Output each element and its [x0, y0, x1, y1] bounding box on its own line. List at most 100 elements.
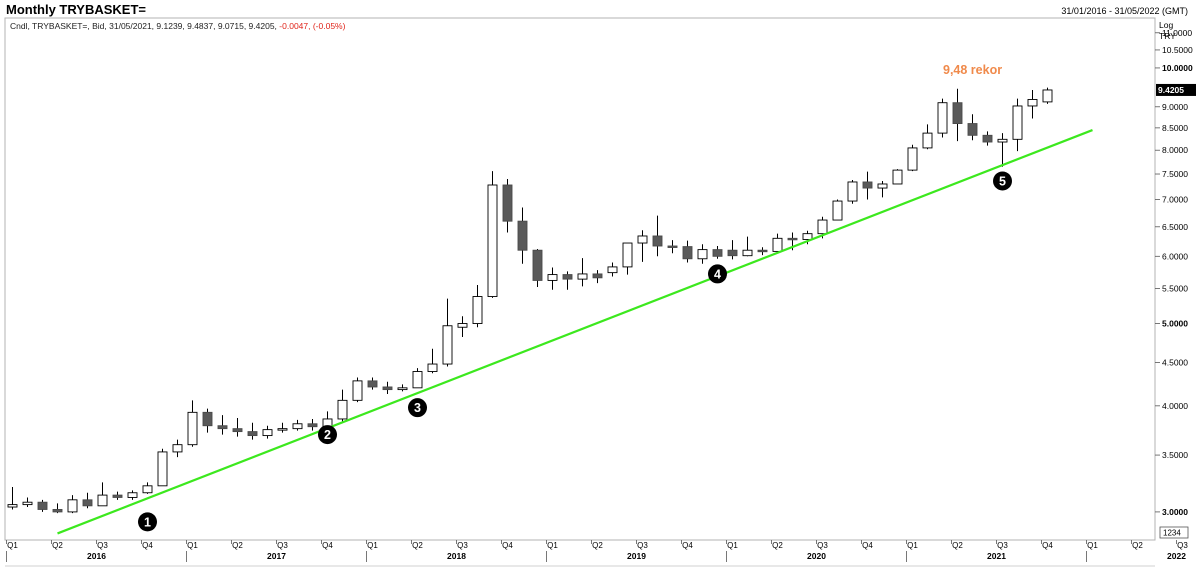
marker-circle	[408, 398, 427, 418]
last-price-tag: 9.4205	[1156, 83, 1196, 96]
record-annotation: 9,48 rekor	[943, 63, 1002, 77]
candle	[412, 368, 423, 389]
candle-body-down	[682, 246, 693, 260]
candle-body-up	[187, 411, 198, 446]
candle	[667, 240, 678, 254]
quarter-label: Q2	[952, 541, 963, 550]
candle	[427, 348, 438, 374]
quarter-label: Q4	[142, 541, 153, 550]
candle-body-down	[592, 273, 603, 279]
corner-box-label: 1234	[1163, 529, 1181, 538]
last-price-bg	[1156, 83, 1196, 96]
candle	[142, 482, 153, 494]
candle	[382, 381, 393, 395]
quarter-label: Q2	[1132, 541, 1143, 550]
candle	[922, 124, 933, 150]
candle-body-up	[892, 169, 903, 185]
numbered-marker: 2	[318, 425, 337, 445]
candle-body-down	[517, 220, 528, 251]
candle	[592, 270, 603, 284]
candle-body-down	[247, 431, 258, 437]
quarter-label: Q4	[322, 541, 333, 550]
candle-body-up	[1027, 99, 1038, 107]
candle	[712, 246, 723, 259]
candle-body-down	[112, 494, 123, 498]
candle-body-up	[772, 237, 783, 252]
candle-body-up	[547, 274, 558, 281]
candle-body-up	[97, 494, 108, 507]
candle-body-up	[442, 325, 453, 365]
candle	[622, 242, 633, 275]
candle-body-down	[307, 423, 318, 428]
quarter-label: Q1	[907, 541, 918, 550]
support-trendline	[57, 129, 1093, 535]
x-axis: Q1 Q2 Q3 Q4 Q1 Q2 Q3 Q4 Q1 Q2 Q3 Q4 Q1 Q2 Q3 Q4 Q1 Q2 Q3 Q4…	[6, 540, 1188, 562]
candle	[457, 316, 468, 338]
candle	[607, 262, 618, 277]
candle-body-up	[427, 363, 438, 372]
numbered-marker: 4	[708, 264, 727, 284]
candle-body-up	[937, 102, 948, 134]
candle	[1012, 98, 1023, 152]
quarter-label: Q3	[637, 541, 648, 550]
candle-body-up	[7, 504, 18, 508]
marker-circle	[138, 512, 157, 532]
candle-body-up	[907, 147, 918, 171]
marker-label: 1	[144, 515, 151, 529]
candle	[397, 384, 408, 392]
quarter-label: Q1	[7, 541, 18, 550]
candle-body-up	[607, 266, 618, 274]
candle-body-down	[757, 249, 768, 253]
quarter-label: Q1	[547, 541, 558, 550]
candle	[487, 171, 498, 298]
corner-box-frame	[1159, 526, 1189, 539]
legend-change: -0.0047, (-0.05%)	[279, 21, 345, 31]
legend-prefix: Cndl, TRYBASKET=, Bid, 31/05/2021, 9.123…	[10, 21, 279, 31]
y-tick-label: 6.5000	[1162, 222, 1188, 232]
candle-body-up	[172, 444, 183, 453]
quarter-label: Q1	[1087, 541, 1098, 550]
candle-body-up	[157, 451, 168, 487]
candle	[637, 230, 648, 262]
candle-body-up	[742, 249, 753, 257]
candle	[982, 131, 993, 146]
currency-label: TRY	[1159, 31, 1176, 41]
marker-label: 4	[714, 267, 721, 281]
candle	[7, 486, 18, 510]
candle	[52, 503, 63, 514]
quarter-label: Q3	[277, 541, 288, 550]
candle	[127, 490, 138, 500]
candle	[862, 171, 873, 200]
candle-body-up	[802, 233, 813, 240]
candle	[652, 215, 663, 257]
quarter-label: Q4	[1042, 541, 1053, 550]
marker-circle	[993, 171, 1012, 191]
marker-label: 3	[414, 401, 421, 415]
quarter-label: Q2	[412, 541, 423, 550]
year-label: 2018	[447, 551, 466, 561]
scale-label: Log	[1159, 20, 1173, 30]
y-tick-label: 8.0000	[1162, 145, 1188, 155]
candle	[187, 400, 198, 447]
candle	[472, 285, 483, 328]
legend-text: Cndl, TRYBASKET=, Bid, 31/05/2021, 9.123…	[10, 21, 346, 31]
y-tick-label: 4.5000	[1162, 357, 1188, 367]
candle	[217, 415, 228, 435]
candle-body-up	[847, 181, 858, 202]
candle-body-down	[232, 428, 243, 433]
candle-body-up	[922, 132, 933, 149]
candle-body-up	[397, 387, 408, 391]
marker-circle	[708, 264, 727, 284]
quarter-label: Q3	[457, 541, 468, 550]
quarter-label: Q2	[772, 541, 783, 550]
corner-box: 1234	[1159, 526, 1189, 539]
numbered-marker: 3	[408, 398, 427, 418]
marker-label: 2	[324, 428, 331, 442]
candle-body-up	[22, 501, 33, 506]
candle	[967, 114, 978, 141]
y-tick-label: 10.5000	[1162, 45, 1193, 55]
candle	[562, 271, 573, 290]
marker-circle	[318, 425, 337, 445]
date-range: 31/01/2016 - 31/05/2022 (GMT)	[1061, 6, 1188, 16]
candle-body-up	[412, 371, 423, 389]
